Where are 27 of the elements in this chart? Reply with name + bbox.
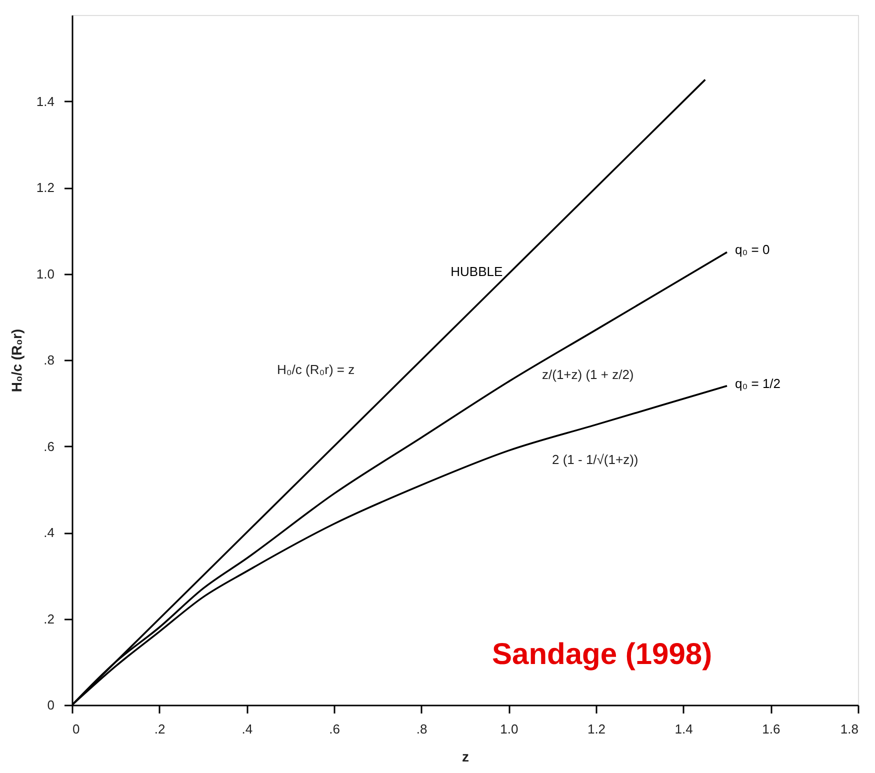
- y-tick-label: .8: [44, 352, 54, 368]
- x-tick-label: 1.4: [674, 722, 693, 736]
- series-label: q₀ = 1/2: [735, 376, 781, 391]
- x-tick-label: 1.2: [587, 722, 606, 736]
- y-tick-label: 0: [47, 698, 54, 712]
- y-tick-label: 1.2: [36, 180, 54, 195]
- series-label: q₀ = 0: [735, 242, 770, 258]
- x-tick-label: .4: [242, 722, 253, 736]
- annotation: z/(1+z) (1 + z/2): [542, 367, 634, 382]
- y-tick-label: 1.0: [36, 266, 54, 282]
- x-tick-label: 1.0: [500, 722, 518, 736]
- x-tick-label: 1.8: [840, 722, 858, 736]
- x-tick-label: .8: [416, 722, 428, 736]
- series-label: HUBBLE: [450, 264, 503, 279]
- x-axis-title: z: [462, 748, 469, 764]
- y-tick-label: .6: [44, 438, 54, 454]
- y-tick-label: 1.4: [36, 94, 54, 109]
- annotation: Sandage (1998): [492, 638, 712, 671]
- x-tick-label: .6: [329, 722, 340, 736]
- x-tick-label: .2: [154, 722, 166, 736]
- x-tick-label: 0: [72, 722, 80, 736]
- x-tick-label: 1.6: [762, 722, 780, 736]
- annotation: H₀/c (R₀r) = z: [277, 362, 355, 377]
- y-tick-label: .4: [44, 525, 54, 540]
- y-tick-label: .2: [44, 611, 54, 626]
- y-axis-title: H₀/c (R₀r): [8, 328, 24, 392]
- annotation: 2 (1 - 1/√(1+z)): [552, 452, 638, 467]
